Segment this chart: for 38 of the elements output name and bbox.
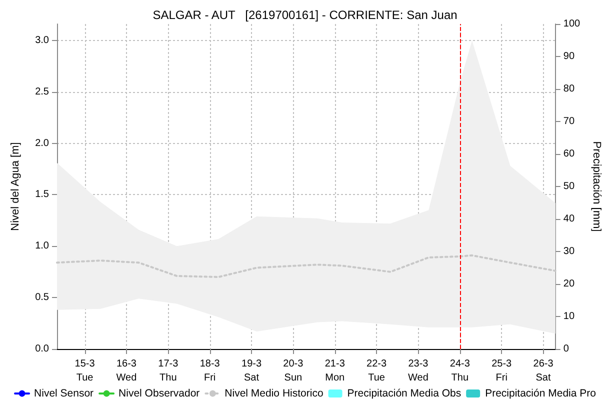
x-tick-label: 18-3 Fri [200,358,220,384]
y2-tick-label: 20 [563,278,575,290]
legend-label: Nivel Observador [118,388,200,400]
y2-tick-label: 30 [563,246,575,257]
legend-label: Precipitación Media Pro [485,388,596,400]
x-tick-label: 16-3 Wed [116,358,137,384]
x-tick-label: 20-3 Sun [283,358,304,384]
y-tick-label: 2.5 [35,86,50,98]
x-tick-label: 17-3 Thu [158,358,179,384]
y-tick-label: 0.5 [35,292,50,304]
y2-tick-label: 100 [563,18,581,30]
y2-tick-label: 90 [563,51,575,62]
y2-axis-title: Precipitación [mm] [590,141,602,232]
y2-tick-label: 80 [563,84,575,94]
chart-title: SALGAR - AUT [2619700161] - CORRIENTE: San Juan [152,8,458,22]
legend-label: Precipitación Media Obs [347,388,462,400]
x-tick-label: 22-3 Tue [366,358,387,384]
x-tick-label: 24-3 Thu [450,358,470,384]
y-tick-label: 2.0 [35,138,50,149]
legend-label: Nivel Medio Historico [224,388,324,400]
y2-tick-label: 70 [563,116,575,127]
y-tick-label: 0.0 [35,344,50,354]
x-tick-label: 15-3 Tue [74,358,96,384]
y2-tick-label: 50 [563,181,575,192]
y-axis-title: Nivel del Agua [m] [10,142,22,231]
y2-tick-label: 60 [563,148,575,160]
x-tick-label: 19-3 Sat [241,358,262,384]
y-tick-label: 1.0 [35,240,50,252]
y-tick-label: 1.5 [35,189,50,200]
y2-tick-label: 0 [563,344,570,354]
x-tick-label: 26-3 Sat [533,358,554,384]
x-tick-label: 23-3 Wed [408,358,429,384]
y2-tick-label: 40 [563,214,575,224]
legend-label: Nivel Sensor [34,388,94,400]
y-tick-label: 3.0 [35,34,50,46]
y2-tick-label: 10 [563,311,575,322]
x-tick-label: 25-3 Fri [492,358,512,384]
x-tick-label: 21-3 Mon [324,358,346,384]
